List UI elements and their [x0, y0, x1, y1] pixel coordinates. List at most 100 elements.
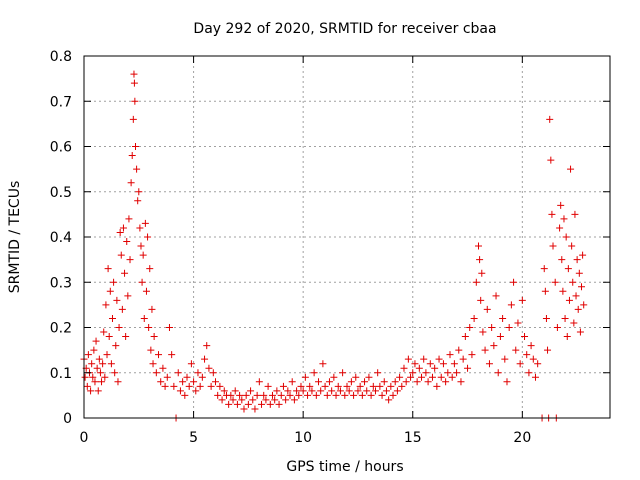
- data-point: [282, 396, 290, 404]
- data-point: [457, 378, 465, 386]
- data-point: [319, 360, 327, 368]
- data-point: [572, 292, 580, 300]
- data-point: [466, 324, 474, 331]
- data-point: [99, 360, 107, 368]
- x-axis-label: GPS time / hours: [286, 459, 403, 475]
- data-point: [571, 210, 579, 218]
- data-point: [83, 382, 91, 390]
- data-point: [494, 369, 502, 377]
- data-point: [488, 324, 496, 331]
- grid-lines: [84, 56, 610, 418]
- data-point: [562, 233, 570, 241]
- data-point: [393, 387, 401, 395]
- data-point: [110, 278, 118, 286]
- data-point: [242, 391, 250, 399]
- data-point: [163, 373, 171, 381]
- x-tick-label: 0: [80, 430, 89, 446]
- data-point: [125, 215, 133, 223]
- x-tick-label: 5: [189, 430, 198, 446]
- data-point: [420, 355, 428, 363]
- data-point: [127, 179, 135, 187]
- data-point: [131, 97, 139, 105]
- data-point: [476, 256, 484, 264]
- data-point: [115, 324, 123, 331]
- data-point: [119, 224, 127, 232]
- data-point: [376, 382, 384, 390]
- data-point: [464, 364, 472, 372]
- data-point: [106, 287, 114, 295]
- data-point: [126, 256, 134, 264]
- data-point: [483, 305, 491, 313]
- data-point: [461, 333, 469, 341]
- data-point: [455, 346, 463, 354]
- data-point: [450, 360, 458, 368]
- y-tick-label: 0.3: [50, 275, 72, 291]
- data-point: [315, 378, 323, 386]
- data-point: [124, 292, 132, 300]
- data-point: [365, 373, 373, 381]
- data-point: [165, 324, 173, 331]
- data-point: [404, 355, 412, 363]
- data-point: [101, 373, 109, 381]
- data-point: [225, 400, 233, 408]
- data-point: [564, 265, 572, 273]
- data-point: [304, 391, 312, 399]
- data-point: [187, 360, 195, 368]
- data-point: [308, 387, 316, 395]
- data-point: [548, 210, 556, 218]
- data-point: [233, 400, 241, 408]
- data-point: [196, 382, 204, 390]
- data-point: [117, 251, 125, 259]
- x-tick-label: 10: [294, 430, 312, 446]
- data-point: [94, 387, 102, 395]
- data-point: [174, 369, 182, 377]
- data-point: [238, 396, 246, 404]
- data-point: [157, 378, 165, 386]
- data-point: [345, 387, 353, 395]
- data-point: [367, 391, 375, 399]
- data-point: [161, 382, 169, 390]
- data-point: [92, 337, 100, 345]
- data-point: [503, 378, 511, 386]
- data-point: [116, 228, 124, 236]
- y-axis-label: SRMTID / TECUs: [7, 181, 23, 294]
- data-point: [183, 373, 191, 381]
- data-point: [231, 387, 239, 395]
- data-point: [514, 319, 522, 327]
- y-tick-label: 0.2: [50, 321, 72, 337]
- data-point: [325, 378, 333, 386]
- data-point: [446, 351, 454, 359]
- data-point: [142, 287, 150, 295]
- data-point: [297, 382, 305, 390]
- data-point: [198, 373, 206, 381]
- data-point: [330, 373, 338, 381]
- data-point: [96, 369, 104, 377]
- y-tick-label: 0.7: [50, 94, 72, 110]
- data-point: [576, 328, 584, 336]
- data-point: [444, 369, 452, 377]
- data-point: [510, 278, 518, 286]
- data-point: [358, 391, 366, 399]
- data-point: [118, 305, 126, 313]
- data-point: [512, 346, 520, 354]
- data-point: [459, 355, 467, 363]
- data-point: [361, 378, 369, 386]
- data-point: [255, 378, 263, 386]
- data-point: [84, 351, 92, 359]
- data-point: [90, 346, 98, 354]
- data-point: [531, 373, 539, 381]
- data-point: [435, 355, 443, 363]
- data-point: [339, 369, 347, 377]
- data-point: [523, 351, 531, 359]
- data-point: [565, 296, 573, 304]
- y-tick-label: 0.1: [50, 366, 72, 382]
- data-point: [534, 360, 542, 368]
- data-point: [442, 378, 450, 386]
- data-point: [363, 387, 371, 395]
- data-point: [580, 301, 588, 309]
- data-point: [205, 364, 213, 372]
- data-point: [192, 387, 200, 395]
- data-point: [155, 351, 163, 359]
- x-tick-label: 20: [513, 430, 531, 446]
- data-point: [569, 278, 577, 286]
